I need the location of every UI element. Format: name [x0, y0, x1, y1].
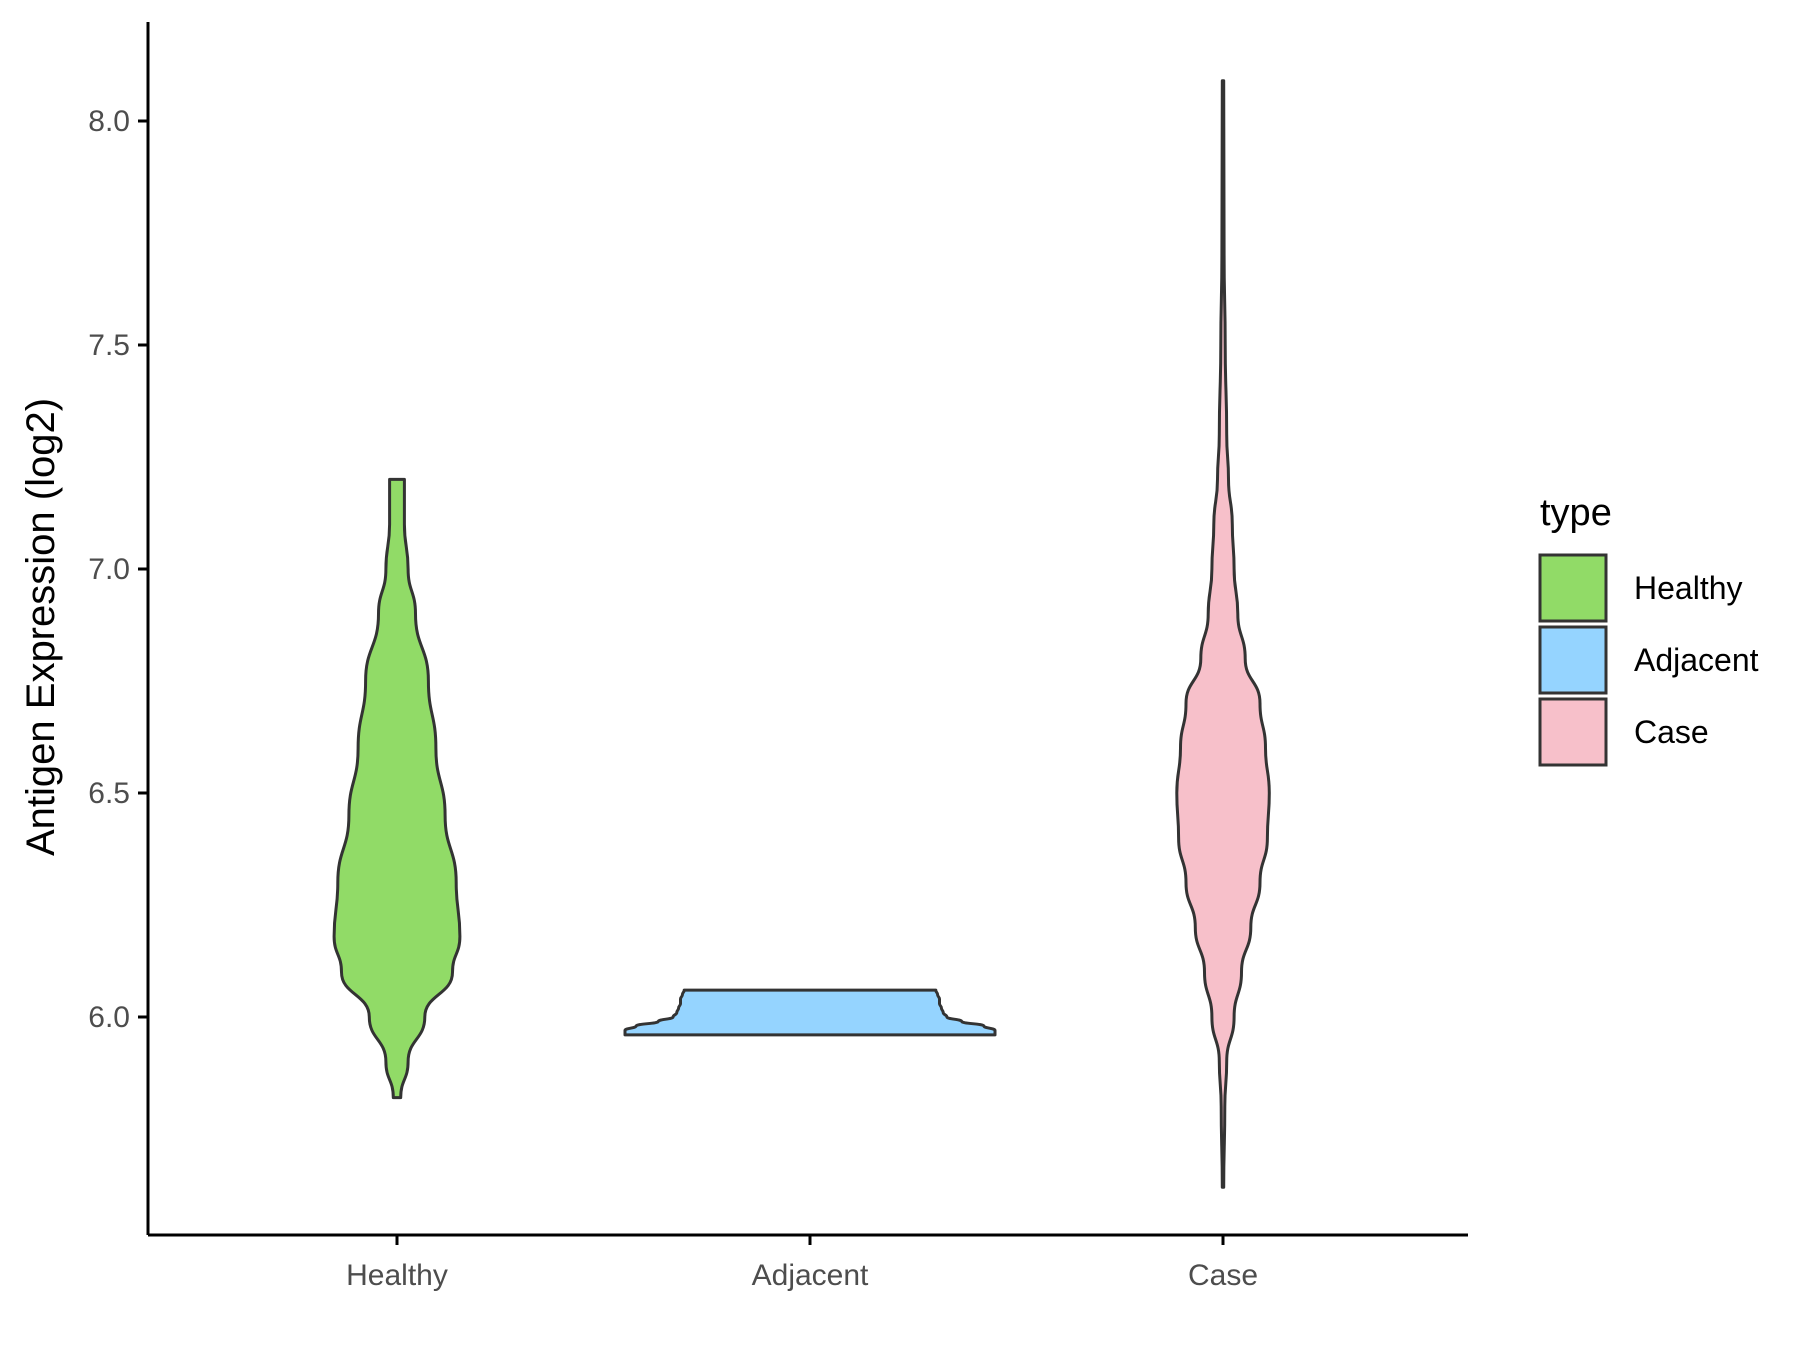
legend-swatch-adjacent: [1538, 625, 1608, 695]
y-tick-label: 7.0: [88, 553, 130, 586]
x-tick-label: Adjacent: [752, 1259, 869, 1292]
legend-label-case: Case: [1634, 714, 1709, 750]
violin-case: [1175, 79, 1271, 1189]
y-axis-title: Antigen Expression (log2): [19, 398, 63, 856]
y-tick-label: 6.5: [88, 777, 130, 810]
violin-healthy: [332, 477, 462, 1100]
y-axis-ticks: 6.0 6.5 7.0 7.5 8.0: [88, 105, 148, 1034]
legend-label-adjacent: Adjacent: [1634, 642, 1759, 678]
violin-layer: [332, 79, 1271, 1189]
y-tick-label: 6.0: [88, 1001, 130, 1034]
x-axis-ticks: Healthy Adjacent Case: [346, 1235, 1258, 1292]
x-tick-label: Case: [1188, 1259, 1258, 1292]
legend-swatch-healthy: [1538, 553, 1608, 623]
legend-swatch-case: [1538, 697, 1608, 767]
x-tick-label: Healthy: [346, 1259, 448, 1292]
legend-label-healthy: Healthy: [1634, 570, 1743, 606]
legend-title: type: [1540, 492, 1612, 534]
y-tick-label: 8.0: [88, 105, 130, 138]
violin-adjacent: [623, 988, 997, 1037]
legend: Healthy Adjacent Case: [1538, 553, 1759, 767]
y-tick-label: 7.5: [88, 329, 130, 362]
